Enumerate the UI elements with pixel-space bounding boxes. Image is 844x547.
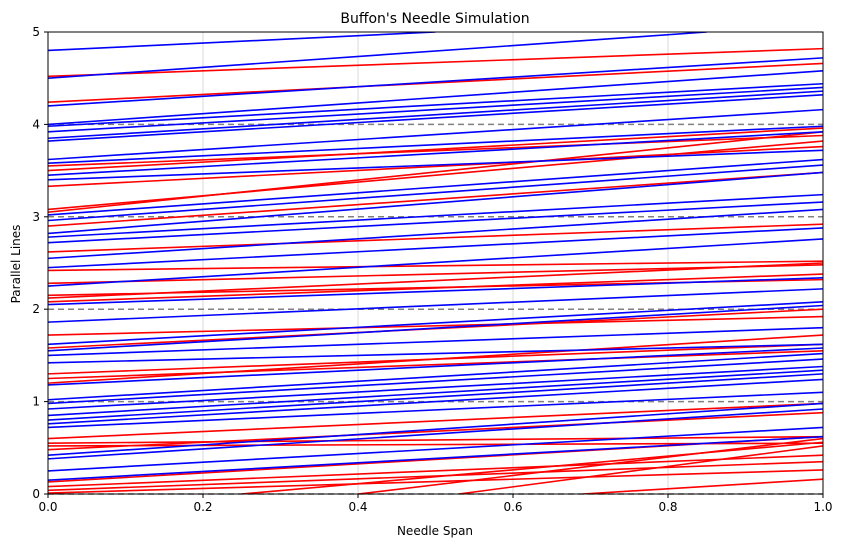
needle-non-crossing <box>48 408 823 460</box>
needle-non-crossing <box>48 94 823 142</box>
needle-crossing <box>48 223 823 253</box>
needle-non-crossing <box>48 130 823 177</box>
y-tick-label: 3 <box>32 210 40 224</box>
needle-non-crossing <box>48 201 823 244</box>
needle-crossing <box>48 47 823 78</box>
needle-crossing <box>48 127 823 172</box>
needle-non-crossing <box>48 32 707 79</box>
needle-non-crossing <box>48 86 823 133</box>
needle-non-crossing <box>48 369 823 417</box>
y-tick-label: 2 <box>32 302 40 316</box>
needle-non-crossing <box>48 227 823 269</box>
y-axis-label: Parallel Lines <box>9 225 23 304</box>
needle-non-crossing <box>48 326 823 357</box>
needle-crossing <box>458 445 823 494</box>
needle-non-crossing <box>48 402 823 456</box>
axes-frame <box>47 31 824 495</box>
needle-crossing <box>48 130 823 213</box>
needle-crossing <box>48 273 823 303</box>
needle-non-crossing <box>48 435 823 481</box>
needle-non-crossing <box>48 164 823 222</box>
x-tick-label: 0.8 <box>658 500 677 514</box>
needle-non-crossing <box>48 426 823 472</box>
x-axis-label: Needle Span <box>397 524 473 538</box>
needle-crossing <box>48 260 823 272</box>
needle-crossing <box>48 454 823 488</box>
needle-crossing <box>48 435 823 444</box>
needle-non-crossing <box>48 304 823 352</box>
needle-non-crossing <box>48 70 823 126</box>
needle-non-crossing <box>48 343 823 364</box>
x-tick-label: 0.2 <box>193 500 212 514</box>
needle-crossing <box>48 134 823 167</box>
needle-crossing <box>48 469 823 494</box>
needle-crossing <box>48 171 823 227</box>
needle-crossing <box>48 411 823 451</box>
needle-non-crossing <box>48 276 823 306</box>
needles-group <box>48 32 823 494</box>
needle-non-crossing <box>48 288 823 323</box>
needle-non-crossing <box>48 378 823 425</box>
needle-non-crossing <box>48 238 823 287</box>
needle-non-crossing <box>48 358 823 405</box>
needle-non-crossing <box>48 82 823 128</box>
needle-crossing <box>357 437 823 494</box>
needle-crossing <box>48 62 823 104</box>
needle-crossing <box>582 478 823 494</box>
needle-non-crossing <box>48 352 823 401</box>
needle-crossing <box>48 262 823 299</box>
needle-non-crossing <box>48 149 823 181</box>
needle-crossing <box>48 264 823 285</box>
needle-non-crossing <box>48 208 823 260</box>
needle-non-crossing <box>48 301 823 346</box>
x-tick-label: 0.4 <box>348 500 367 514</box>
x-tick-label: 1.0 <box>813 500 832 514</box>
needle-non-crossing <box>48 57 823 107</box>
needle-non-crossing <box>48 158 823 216</box>
plot-area: 0.0 0.2 0.4 0.6 0.8 1.0 0 1 2 3 4 5 <box>32 25 832 514</box>
needle-non-crossing <box>48 32 436 52</box>
needle-non-crossing <box>48 365 823 410</box>
needle-non-crossing <box>48 171 823 235</box>
x-tick-label: 0.6 <box>503 500 522 514</box>
needle-non-crossing <box>48 108 823 161</box>
needle-non-crossing <box>48 90 823 140</box>
y-tick-label: 4 <box>32 117 40 131</box>
y-tick-label: 1 <box>32 395 40 409</box>
y-tick-label: 0 <box>32 487 40 501</box>
chart-title: Buffon's Needle Simulation <box>340 11 529 27</box>
needle-non-crossing <box>48 373 823 421</box>
needle-non-crossing <box>48 347 823 386</box>
y-tick-label: 5 <box>32 25 40 39</box>
needle-crossing <box>48 349 823 380</box>
needle-crossing <box>48 402 823 440</box>
needle-non-crossing <box>48 193 823 238</box>
needle-non-crossing <box>48 391 823 429</box>
needle-crossing <box>48 315 823 336</box>
needle-non-crossing <box>48 125 823 165</box>
needle-crossing <box>48 334 823 384</box>
x-tick-label: 0.0 <box>38 500 57 514</box>
